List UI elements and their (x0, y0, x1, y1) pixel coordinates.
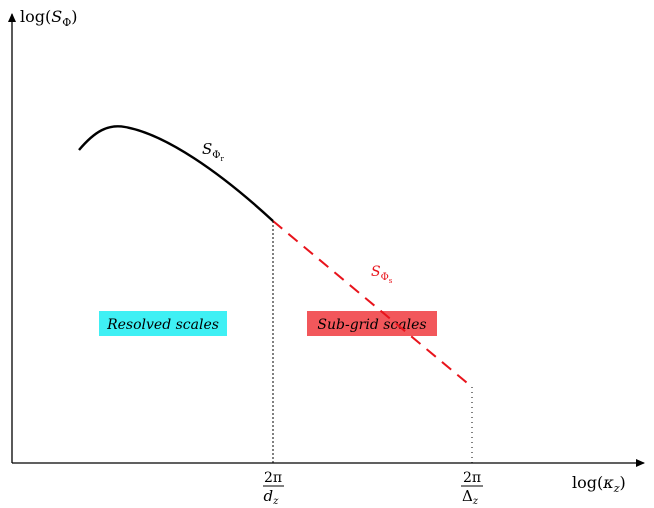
y-axis-label: log(SΦ) (20, 7, 77, 29)
subgrid-scales-box (307, 311, 437, 336)
resolved-scales-box (99, 311, 227, 336)
resolved-spectrum-curve (78, 125, 274, 222)
delta-z-tick-label: 2π Δz (461, 470, 483, 507)
x-axis-label: log(κz) (572, 473, 626, 495)
resolved-scales-label: Resolved scales (106, 317, 219, 333)
subgrid-spectrum-line (272, 220, 473, 388)
subgrid-curve-label: SΦs (371, 264, 393, 285)
resolved-curve-label: SΦr (202, 140, 224, 163)
svg-text:Δz: Δz (462, 487, 479, 507)
svg-text:2π: 2π (264, 470, 282, 486)
svg-text:dz: dz (264, 487, 280, 507)
dz-tick-label: 2π dz (263, 470, 284, 507)
svg-text:2π: 2π (463, 470, 481, 486)
subgrid-scales-label: Sub-grid scales (317, 317, 426, 333)
